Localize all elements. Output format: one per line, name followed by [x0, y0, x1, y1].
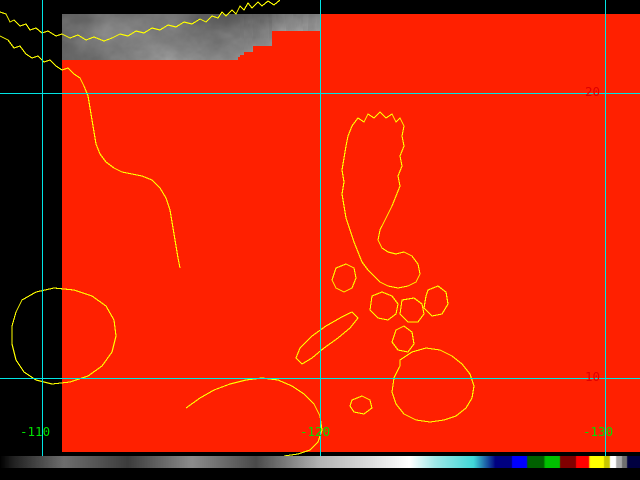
coastline-path: [341, 111, 421, 289]
lon-label-120: -120: [300, 424, 331, 439]
enhancement-color-bar: [0, 456, 640, 468]
coastline-path: [11, 287, 117, 385]
lat-label-10: 10: [585, 369, 601, 384]
coastline-path: [0, 0, 281, 42]
image-info-line: 10001 HIMAWARI-8 13 22 FEB 21053 183000 …: [0, 467, 640, 480]
coastline-path: [399, 297, 425, 323]
coastline-path: [349, 395, 373, 415]
coastline-path: [331, 263, 357, 293]
map-vector-overlay: [0, 0, 640, 456]
lon-label-130: -130: [583, 424, 614, 439]
coastline-path: [369, 291, 399, 321]
coastline-layer: [0, 0, 475, 456]
annotation-bar: 10001 HIMAWARI-8 13 22 FEB 21053 183000 …: [0, 456, 640, 480]
lat-label-20: 20: [585, 84, 601, 99]
coastline-path: [0, 35, 181, 269]
coastline-path: [185, 377, 323, 456]
coastline-path: [391, 325, 415, 353]
lon-label-110: -110: [20, 424, 51, 439]
coastline-path: [423, 285, 449, 317]
coastline-path: [295, 311, 359, 365]
latlon-grid-layer: [0, 0, 640, 456]
coastline-path: [391, 347, 475, 423]
